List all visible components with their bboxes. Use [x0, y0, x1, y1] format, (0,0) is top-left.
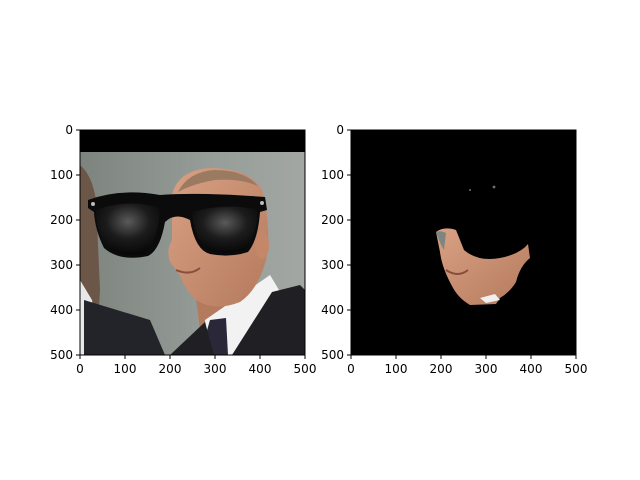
- left-y-tick-label: 500: [50, 348, 73, 362]
- masked-mouth: [445, 269, 469, 275]
- left-x-tick-label: 400: [249, 362, 272, 376]
- left-x-tick-label: 200: [159, 362, 182, 376]
- right-y-tick-label: 100: [321, 168, 344, 182]
- hair: [178, 170, 258, 192]
- left-y-tick-label: 100: [50, 168, 73, 182]
- suit-left: [170, 322, 214, 355]
- right-image-panel: [351, 130, 576, 355]
- right-x-tick-label: 200: [430, 362, 453, 376]
- right-x-tick-label: 500: [565, 362, 588, 376]
- left-y-tick-label: 200: [50, 213, 73, 227]
- left-x-tick-label: 500: [294, 362, 317, 376]
- left-lens: [96, 203, 160, 255]
- masked-face: [436, 185, 530, 305]
- left-image-panel: [80, 130, 305, 355]
- top-black-band: [80, 130, 305, 153]
- left-y-tick-label: 400: [50, 303, 73, 317]
- ear: [255, 231, 269, 259]
- left-x-tick-label: 0: [76, 362, 84, 376]
- sunglasses: [88, 192, 267, 258]
- right-x-tick-label: 400: [520, 362, 543, 376]
- right-lens: [192, 206, 258, 253]
- right-x-tick-label: 0: [347, 362, 355, 376]
- mouth: [175, 267, 201, 274]
- left-person-suit: [84, 300, 165, 355]
- left-y-tick-label: 300: [50, 258, 73, 272]
- right-x-tick-label: 300: [475, 362, 498, 376]
- black-background: [351, 130, 576, 355]
- right-y-tick-label: 400: [321, 303, 344, 317]
- right-y-tick-label: 300: [321, 258, 344, 272]
- right-y-tick-label: 0: [336, 123, 344, 137]
- left-x-tick-label: 300: [204, 362, 227, 376]
- right-axes-frame: [350, 129, 577, 356]
- suit-right: [232, 285, 305, 355]
- masked-collar: [480, 294, 500, 303]
- left-x-tick-label: 100: [114, 362, 137, 376]
- right-y-tick-label: 500: [321, 348, 344, 362]
- left-y-tick-label: 0: [65, 123, 73, 137]
- right-y-tick-label: 200: [321, 213, 344, 227]
- right-x-tick-label: 100: [385, 362, 408, 376]
- left-axes-frame: [79, 129, 306, 356]
- mask-fringe: [436, 231, 446, 250]
